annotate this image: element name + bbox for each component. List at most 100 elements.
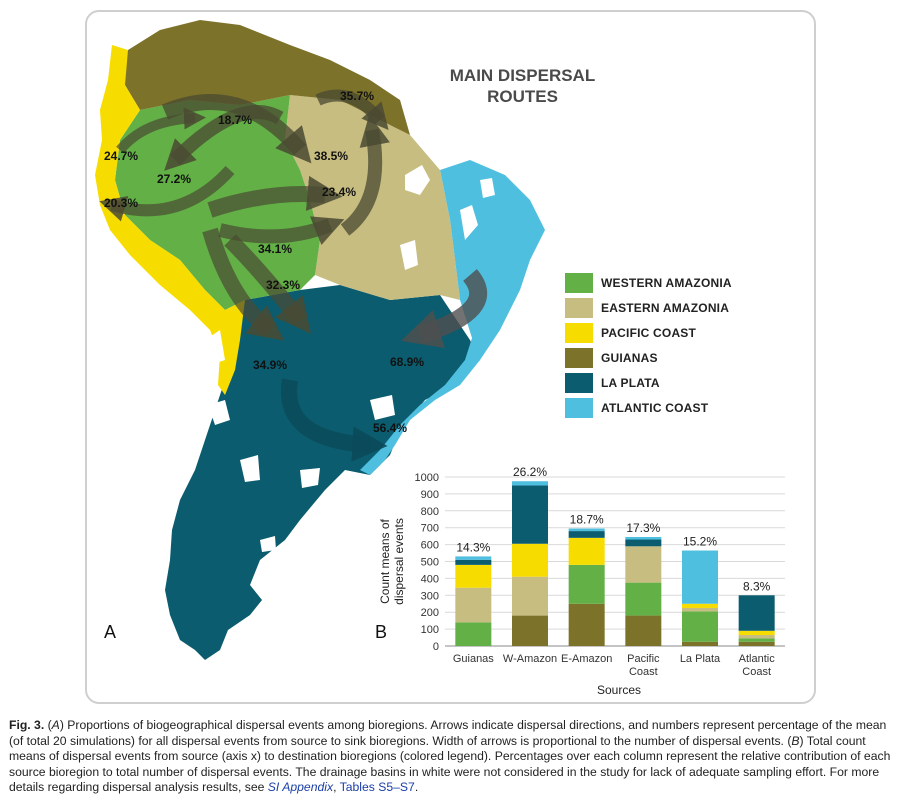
legend-swatch	[565, 347, 593, 368]
white-basin	[400, 240, 418, 270]
bar-segment	[682, 607, 718, 612]
legend-swatch	[565, 322, 593, 343]
caption-b-letter: B	[791, 733, 800, 748]
bar-segment	[625, 546, 662, 583]
arrow-pacific-top	[116, 107, 206, 154]
bar-segment	[568, 528, 605, 532]
white-basin	[208, 400, 230, 425]
legend-label: LA PLATA	[601, 375, 660, 390]
bar-segment	[455, 587, 492, 623]
pct-west-south: 32.3%	[266, 278, 301, 292]
legend-item: GUIANAS	[565, 345, 732, 370]
pct-west-to-east: 34.1%	[258, 242, 293, 256]
region-atlantic-coast	[360, 160, 545, 475]
y-tick-label: 400	[421, 573, 439, 585]
x-tick-label: Pacific	[627, 653, 660, 665]
bar-segment	[512, 543, 548, 577]
column-percent-label: 8.3%	[743, 579, 771, 593]
legend-swatch	[565, 272, 593, 293]
bar-segment	[568, 537, 605, 565]
column-percent-label: 15.2%	[683, 535, 717, 549]
bar-segment	[682, 611, 718, 642]
dispersal-arrows	[99, 89, 488, 462]
stacked-bar-chart: B 0 100 200 300 400 500 600 700 800 900 1000 Count …	[375, 465, 785, 697]
caption-text: ) Proportions of biogeographical dispers…	[9, 718, 887, 748]
white-basin	[300, 468, 320, 488]
pct-pacific-mid: 20.3%	[104, 196, 139, 210]
x-tick-label: W-Amazon	[503, 653, 557, 665]
arrow-west-east	[207, 175, 343, 218]
arrow-west-south	[224, 234, 311, 334]
bar-segment	[568, 531, 605, 538]
map-title-line1: MAIN DISPERSAL	[449, 66, 596, 85]
pct-atlantic-laplata: 68.9%	[390, 355, 425, 369]
bar-segment	[512, 481, 548, 486]
y-tick-label: 800	[421, 506, 439, 518]
map-title: MAIN DISPERSAL ROUTES	[430, 65, 615, 107]
x-tick-label: Atlantic	[739, 653, 776, 665]
y-axis-label: dispersal events	[392, 518, 406, 605]
pct-east-a: 38.5%	[314, 149, 349, 163]
bar-segment	[455, 622, 492, 646]
pct-pacific-top: 24.7%	[104, 149, 139, 163]
y-tick-label: 900	[421, 489, 439, 501]
legend-item: PACIFIC COAST	[565, 320, 732, 345]
panel-label-b: B	[375, 622, 387, 642]
column-percent-label: 26.2%	[513, 465, 547, 479]
bar-segment	[455, 559, 492, 565]
column-percent-label: 17.3%	[626, 521, 660, 535]
chart-plot-area: 0 100 200 300 400 500 600 700 800 900 1000 Count me…	[378, 465, 785, 697]
region-la-plata	[165, 285, 480, 660]
pct-laplata-a: 34.9%	[253, 358, 288, 372]
arrow-west-pacific	[99, 165, 235, 222]
legend-label: GUIANAS	[601, 350, 658, 365]
column-percent-label: 18.7%	[570, 513, 604, 527]
bar-segment	[455, 556, 492, 560]
bar-segment	[682, 641, 718, 646]
caption-fig-label: Fig. 3.	[9, 718, 45, 732]
tables-link[interactable]: Tables S5–S7	[339, 780, 415, 794]
pct-west-self: 27.2%	[157, 172, 192, 186]
y-tick-label: 300	[421, 590, 439, 602]
bar-segment	[738, 630, 775, 636]
figure-caption: Fig. 3. (A) Proportions of biogeographic…	[9, 718, 895, 796]
region-pacific-coast	[95, 45, 245, 395]
white-basin	[370, 395, 395, 420]
y-tick-label: 0	[433, 641, 439, 653]
legend-label: ATLANTIC COAST	[601, 400, 709, 415]
legend-item: EASTERN AMAZONIA	[565, 295, 732, 320]
bar-segment	[738, 638, 775, 642]
arrow-laplata-atlantic	[281, 378, 388, 462]
bar-segment	[625, 536, 662, 540]
legend-swatch	[565, 297, 593, 318]
bar-segment	[568, 603, 605, 646]
region-guianas	[120, 20, 410, 135]
bar-segment	[738, 635, 775, 639]
white-basin	[240, 455, 260, 482]
caption-a-letter: A	[51, 718, 60, 732]
y-tick-label: 200	[421, 607, 439, 619]
bar-segment	[568, 564, 605, 604]
arrow-guianas-east-a	[161, 93, 312, 164]
arrow-guianas-east-b	[315, 89, 389, 131]
legend-item: ATLANTIC COAST	[565, 395, 732, 420]
legend-item: WESTERN AMAZONIA	[565, 270, 732, 295]
x-tick-label: E-Amazon	[561, 653, 612, 665]
si-appendix-link[interactable]: SI Appendix	[267, 780, 334, 794]
column-percent-label: 14.3%	[456, 540, 490, 554]
bar-segment	[682, 603, 718, 608]
caption-text: ) Total count means of dispersal events …	[9, 733, 891, 795]
x-axis-label: Sources	[597, 683, 641, 697]
legend-label: PACIFIC COAST	[601, 325, 697, 340]
x-tick-label: Coast	[742, 666, 771, 678]
pct-laplata-atlantic: 56.4%	[373, 421, 408, 435]
legend-swatch	[565, 372, 593, 393]
caption-text: (	[44, 718, 52, 732]
arrow-east-return	[340, 114, 390, 236]
legend-label: WESTERN AMAZONIA	[601, 275, 732, 290]
white-basin	[260, 536, 276, 552]
bar-segment	[682, 550, 718, 604]
x-tick-label: La Plata	[680, 653, 721, 665]
bar-segment	[738, 595, 775, 631]
x-tick-label: Guianas	[453, 653, 494, 665]
